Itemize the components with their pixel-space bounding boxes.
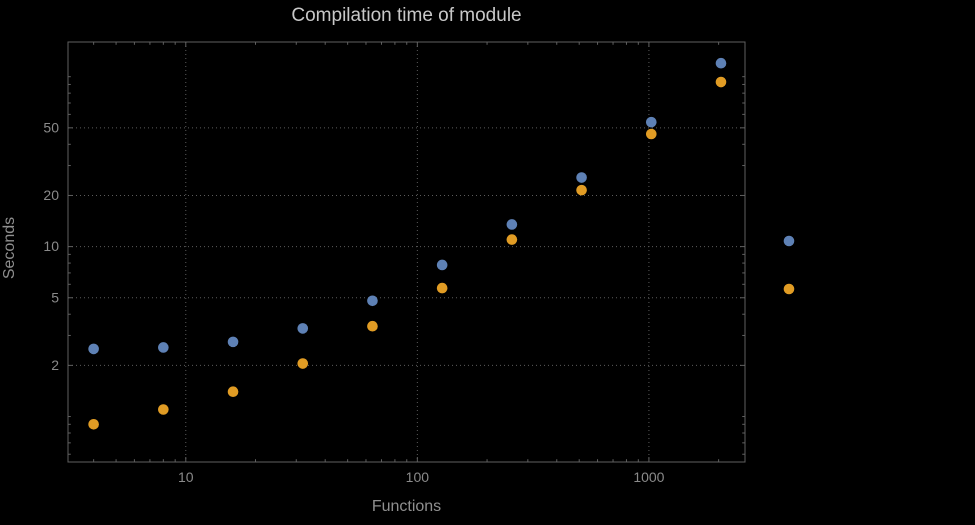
data-point-blue [506, 219, 518, 230]
data-point-orange [88, 419, 99, 430]
data-point-blue [297, 323, 309, 334]
x-axis-label: Functions [371, 498, 442, 515]
x-tick-label: 100 [406, 469, 430, 485]
y-axis-label: Seconds [1, 216, 18, 280]
data-point-orange [436, 282, 448, 294]
chart-title: Compilation time of module [291, 5, 522, 26]
x-tick-label: 10 [178, 469, 194, 485]
data-point-orange [506, 234, 518, 245]
data-point-orange [576, 184, 587, 196]
data-point-orange [297, 358, 309, 369]
data-point-orange [367, 320, 378, 332]
data-point-blue [576, 172, 587, 183]
y-tick-label: 10 [43, 238, 59, 254]
y-tick-label: 20 [43, 187, 59, 203]
data-point-blue [227, 336, 239, 348]
data-point-orange [158, 404, 169, 415]
legend-marker-blue [783, 235, 795, 247]
data-point-orange [645, 128, 657, 140]
y-tick-label: 2 [51, 357, 59, 373]
plot-frame [67, 41, 746, 463]
y-tick-label: 5 [51, 289, 59, 305]
legend-marker-orange [783, 283, 795, 295]
data-point-blue [436, 259, 448, 271]
data-point-blue [88, 343, 99, 355]
data-point-orange [715, 76, 727, 88]
data-point-blue [367, 295, 378, 307]
data-point-orange [227, 386, 239, 397]
y-tick-label: 50 [43, 119, 59, 135]
data-point-blue [158, 342, 169, 353]
x-tick-label: 1000 [633, 469, 664, 485]
data-point-blue [645, 116, 657, 128]
data-point-blue [715, 57, 727, 69]
